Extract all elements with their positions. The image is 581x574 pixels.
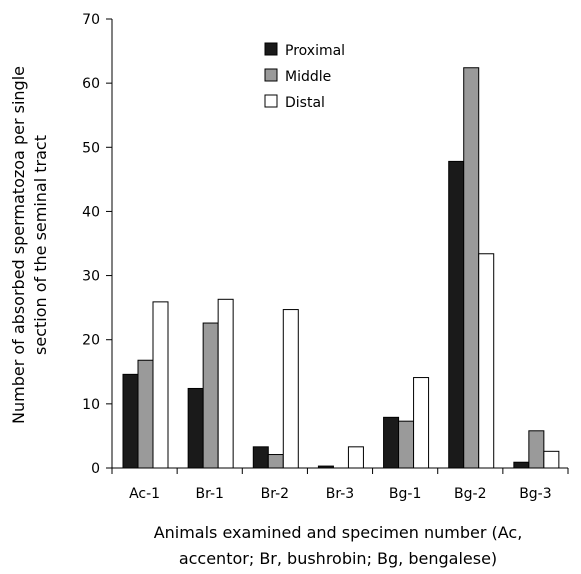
bar-middle-bg-1 [399, 421, 414, 468]
bars-layer [123, 68, 559, 468]
y-tick-label-40: 40 [82, 204, 100, 220]
bar-proximal-bg-2 [449, 161, 464, 468]
y-axis-title: Number of absorbed spermatozoa per singl… [9, 66, 50, 424]
bar-distal-br-2 [283, 310, 298, 468]
x-tick-label-bg-3: Bg-3 [519, 486, 551, 502]
y-tick-label-60: 60 [82, 76, 100, 92]
bar-proximal-ac-1 [123, 374, 138, 468]
y-tick-label-50: 50 [82, 140, 100, 156]
x-axis-title: Animals examined and specimen number (Ac… [154, 523, 523, 568]
bar-distal-bg-1 [414, 378, 429, 468]
legend: Proximal Middle Distal [265, 43, 345, 111]
x-tick-label-bg-1: Bg-1 [389, 486, 421, 502]
y-axis-title-line-1: Number of absorbed spermatozoa per singl… [9, 66, 28, 424]
bar-distal-ac-1 [153, 302, 168, 468]
legend-swatch-proximal [265, 43, 277, 55]
bar-distal-br-3 [348, 447, 363, 468]
bar-proximal-bg-1 [384, 417, 399, 468]
legend-swatch-middle [265, 69, 277, 81]
bar-middle-bg-3 [529, 431, 544, 468]
bar-proximal-br-2 [253, 447, 268, 468]
x-tick-label-bg-2: Bg-2 [454, 486, 486, 502]
x-axis-title-line-2: accentor; Br, bushrobin; Bg, bengalese) [179, 549, 497, 568]
y-tick-label-30: 30 [82, 269, 100, 285]
legend-label-middle: Middle [285, 69, 331, 85]
legend-label-proximal: Proximal [285, 43, 345, 59]
x-tick-label-br-2: Br-2 [261, 486, 289, 502]
x-axis-title-line-1: Animals examined and specimen number (Ac… [154, 523, 523, 542]
y-tick-label-0: 0 [91, 461, 100, 477]
bar-distal-bg-2 [479, 254, 494, 468]
y-tick-label-70: 70 [82, 12, 100, 28]
y-axis-title-line-2: section of the seminal tract [31, 135, 50, 355]
bar-proximal-br-1 [188, 388, 203, 468]
y-tick-label-20: 20 [82, 333, 100, 349]
y-tick-label-10: 10 [82, 397, 100, 413]
bar-distal-br-1 [218, 299, 233, 468]
x-tick-label-br-3: Br-3 [326, 486, 354, 502]
legend-label-distal: Distal [285, 95, 325, 111]
bar-proximal-bg-3 [514, 462, 529, 468]
legend-swatch-distal [265, 95, 277, 107]
x-tick-label-br-1: Br-1 [195, 486, 223, 502]
bar-distal-bg-3 [544, 451, 559, 468]
bar-middle-bg-2 [464, 68, 479, 468]
bar-middle-br-1 [203, 323, 218, 468]
x-tick-label-ac-1: Ac-1 [129, 486, 160, 502]
bar-middle-br-2 [268, 455, 283, 468]
bar-middle-ac-1 [138, 360, 153, 468]
